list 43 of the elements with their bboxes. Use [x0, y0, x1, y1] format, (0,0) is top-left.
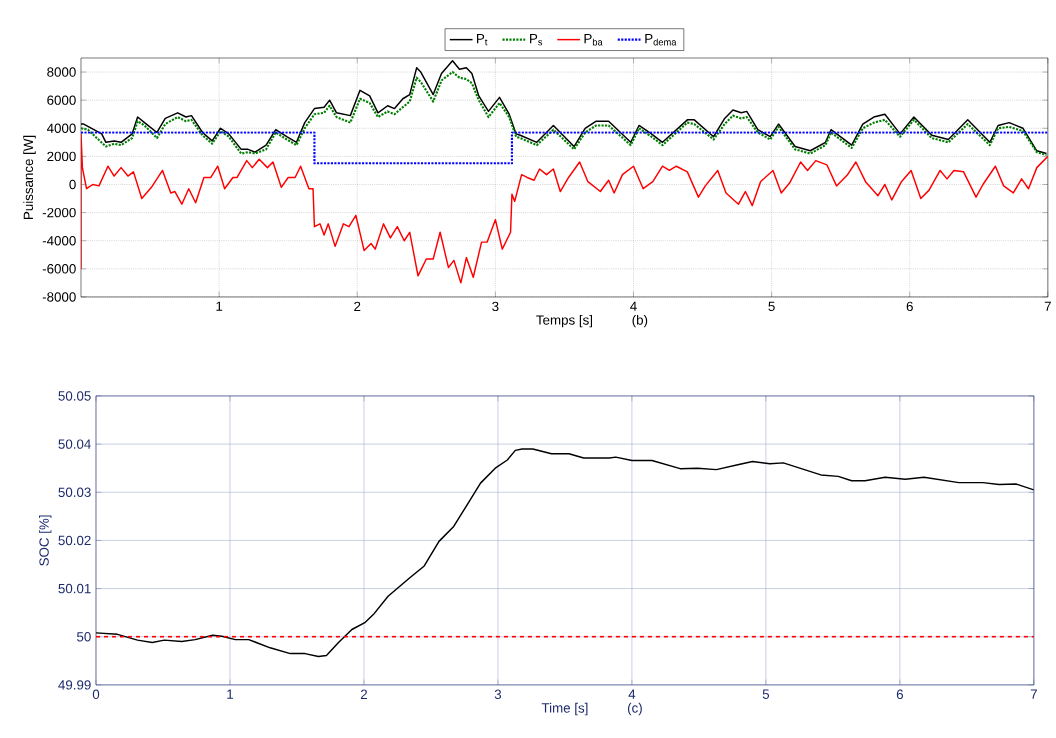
y-tick-label: 0 [69, 179, 76, 190]
y-tick-label: 50.01 [58, 583, 91, 594]
y-tick-label: 50.02 [58, 535, 91, 546]
y-tick-label: -2000 [42, 207, 76, 218]
y-tick-label: 4000 [46, 123, 76, 134]
y-tick-label: 6000 [47, 95, 76, 105]
text: (b) [632, 314, 648, 328]
x-tick-label: 4 [630, 301, 637, 311]
y-tick-label: 50 [77, 632, 91, 642]
x-tick-label: 0 [92, 689, 100, 700]
x-tick-label: 7 [1044, 301, 1051, 311]
x-tick-label: 5 [768, 301, 775, 311]
x-tick-label: 3 [492, 301, 499, 312]
y-tick-label: 2000 [47, 151, 76, 162]
x-tick-label: 1 [227, 689, 234, 699]
y-axis-title: Puissance [W] [23, 135, 36, 220]
y-tick-label: 50.05 [58, 391, 91, 401]
y-axis-title: SOC [%] [39, 515, 52, 566]
x-tick-label: 7 [1030, 689, 1037, 699]
x-tick-label: 5 [762, 689, 770, 699]
x-axis-title: Temps [s] [536, 314, 592, 328]
x-tick-label: 6 [906, 301, 913, 312]
x-tick-label: 3 [494, 689, 502, 700]
x-tick-label: 1 [216, 301, 223, 311]
line-series [96, 448, 1034, 658]
x-tick-label: 4 [628, 689, 636, 699]
y-tick-label: 50.04 [58, 439, 91, 449]
y-tick-label: -8000 [42, 292, 76, 302]
line-series [81, 133, 1048, 284]
x-tick-label: 6 [896, 689, 904, 700]
y-tick-label: 49.99 [58, 680, 91, 690]
y-tick-label: -6000 [42, 264, 76, 274]
legend-label: P$_{s}$ [530, 34, 543, 46]
x-axis-title: Time [s] [541, 702, 588, 716]
x-tick-label: 2 [354, 301, 361, 312]
text: (c) [627, 702, 642, 716]
y-tick-label: 8000 [47, 67, 76, 77]
legend-label: P$_{dema}$ [645, 34, 677, 46]
y-tick-label: 50.03 [58, 487, 91, 498]
legend-label: P$_{t}$ [477, 34, 488, 46]
legend-label: P$_{ba}$ [584, 34, 603, 46]
x-tick-label: 2 [360, 689, 367, 699]
y-tick-label: -4000 [42, 236, 76, 246]
